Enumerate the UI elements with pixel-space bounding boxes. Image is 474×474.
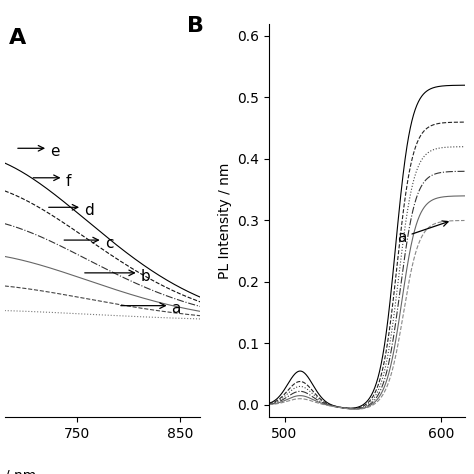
Text: a: a <box>172 301 181 317</box>
Y-axis label: PL Intensity / nm: PL Intensity / nm <box>218 162 232 279</box>
Text: e: e <box>50 144 60 159</box>
Text: A: A <box>9 27 26 47</box>
Text: a: a <box>397 221 448 245</box>
Text: f: f <box>65 173 71 189</box>
Text: / nm: / nm <box>5 468 36 474</box>
Text: c: c <box>105 236 113 251</box>
Text: B: B <box>187 16 204 36</box>
Text: b: b <box>141 269 150 283</box>
Text: d: d <box>84 203 94 218</box>
